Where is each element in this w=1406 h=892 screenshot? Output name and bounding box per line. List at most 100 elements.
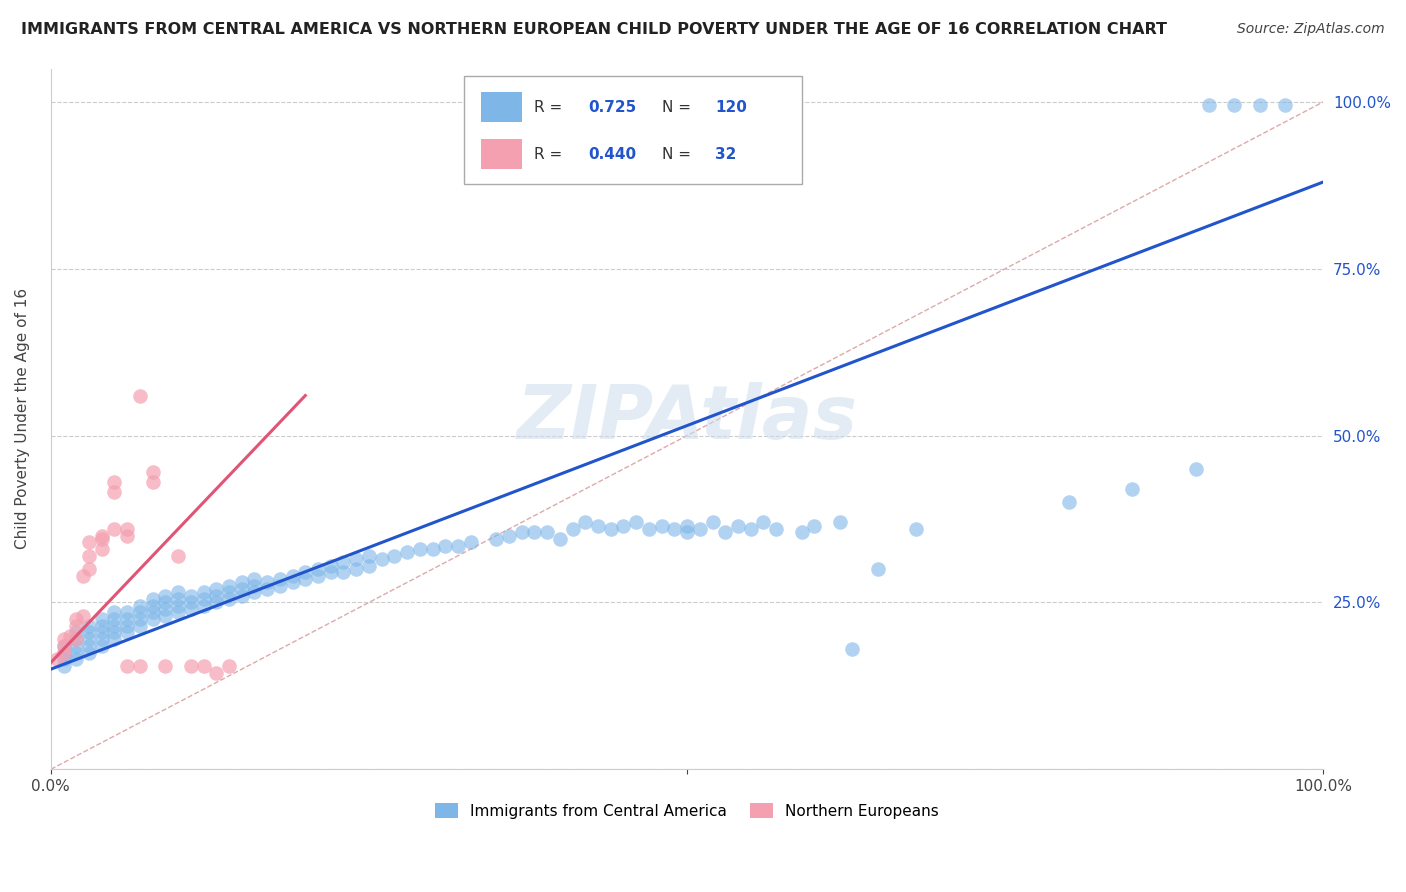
Point [243, 585, 266, 599]
Point [599, 522, 621, 536]
Point [319, 566, 342, 580]
Point [612, 518, 634, 533]
Point [142, 475, 165, 490]
Point [702, 516, 724, 530]
Point [205, 665, 228, 680]
Point [332, 555, 354, 569]
Point [90, 625, 112, 640]
FancyBboxPatch shape [481, 138, 522, 169]
Point [332, 566, 354, 580]
Point [714, 525, 737, 540]
Point [90, 532, 112, 546]
Point [664, 522, 686, 536]
Point [231, 589, 253, 603]
Point [231, 575, 253, 590]
Point [167, 606, 190, 620]
Point [281, 568, 304, 582]
Point [180, 595, 202, 609]
Point [434, 539, 457, 553]
Point [828, 516, 851, 530]
Point [90, 529, 112, 543]
Point [115, 625, 138, 640]
Point [77, 632, 100, 647]
Text: R =: R = [534, 146, 568, 161]
Point [256, 582, 278, 596]
Point [422, 542, 444, 557]
Point [1249, 98, 1271, 112]
Point [52, 646, 75, 660]
Text: ZIPAtlas: ZIPAtlas [516, 383, 858, 456]
Point [77, 646, 100, 660]
Point [218, 585, 240, 599]
Y-axis label: Child Poverty Under the Age of 16: Child Poverty Under the Age of 16 [15, 288, 30, 549]
Point [307, 568, 329, 582]
Point [103, 485, 125, 500]
Point [740, 522, 762, 536]
Point [281, 575, 304, 590]
Point [803, 518, 825, 533]
Point [638, 522, 661, 536]
Point [90, 619, 112, 633]
Point [218, 592, 240, 607]
Point [65, 632, 87, 647]
Text: 0.440: 0.440 [588, 146, 636, 161]
Point [77, 619, 100, 633]
Point [1057, 495, 1080, 509]
Point [46, 652, 69, 666]
Point [269, 572, 291, 586]
Point [115, 606, 138, 620]
Point [180, 658, 202, 673]
Point [129, 599, 152, 613]
Point [77, 549, 100, 563]
Point [193, 585, 215, 599]
Text: R =: R = [534, 100, 568, 114]
Point [65, 625, 87, 640]
Point [294, 572, 316, 586]
Point [344, 552, 367, 566]
Point [103, 619, 125, 633]
Point [548, 532, 571, 546]
Text: Source: ZipAtlas.com: Source: ZipAtlas.com [1237, 22, 1385, 37]
Point [447, 539, 470, 553]
Point [561, 522, 583, 536]
Point [129, 619, 152, 633]
Point [193, 658, 215, 673]
Point [65, 639, 87, 653]
Point [72, 608, 94, 623]
Point [142, 612, 165, 626]
Point [752, 516, 775, 530]
Point [77, 535, 100, 549]
Point [651, 518, 673, 533]
Point [103, 606, 125, 620]
Point [243, 579, 266, 593]
Point [90, 632, 112, 647]
Point [498, 529, 520, 543]
Point [129, 658, 152, 673]
Point [155, 602, 177, 616]
Text: N =: N = [662, 146, 690, 161]
Point [1223, 98, 1246, 112]
Point [142, 599, 165, 613]
Point [205, 589, 228, 603]
Point [396, 545, 419, 559]
Text: 32: 32 [716, 146, 737, 161]
Point [52, 639, 75, 653]
Point [65, 646, 87, 660]
Point [523, 525, 546, 540]
Point [409, 542, 432, 557]
Point [586, 518, 609, 533]
Point [319, 558, 342, 573]
Point [65, 632, 87, 647]
Point [90, 639, 112, 653]
FancyBboxPatch shape [481, 92, 522, 122]
Point [218, 658, 240, 673]
Point [180, 589, 202, 603]
Point [193, 599, 215, 613]
Point [370, 552, 392, 566]
Point [243, 572, 266, 586]
Legend: Immigrants from Central America, Northern Europeans: Immigrants from Central America, Norther… [429, 797, 945, 825]
Point [115, 658, 138, 673]
Point [841, 642, 863, 657]
Point [142, 606, 165, 620]
Point [52, 652, 75, 666]
